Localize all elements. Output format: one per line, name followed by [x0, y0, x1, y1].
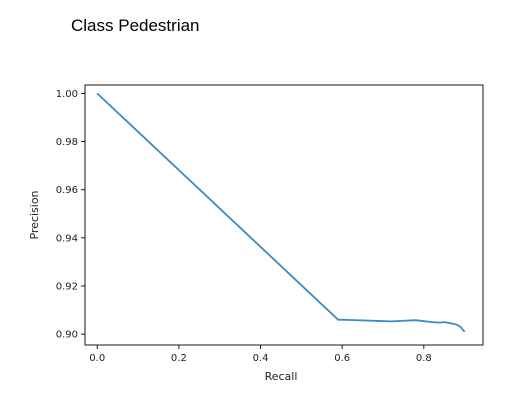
y-tick-label: 0.90 [56, 330, 78, 341]
y-axis-title: Precision [28, 190, 41, 239]
page-title: Class Pedestrian [71, 16, 200, 35]
y-tick-label: 0.96 [56, 185, 78, 196]
x-axis-title: Recall [265, 370, 298, 383]
precision-recall-line [96, 92, 466, 333]
y-tick-label: 1.00 [56, 89, 78, 100]
x-tick-label: 0.0 [89, 353, 105, 364]
y-tick-label: 0.98 [56, 137, 78, 148]
plot-area-frame [84, 84, 484, 346]
x-tick-label: 0.2 [171, 353, 187, 364]
x-tick-label: 0.4 [253, 353, 269, 364]
y-tick-label: 0.92 [56, 282, 78, 293]
y-axis-ticks: 0.90 0.92 0.94 0.96 0.98 1.00 [56, 89, 85, 341]
x-tick-label: 0.8 [416, 353, 432, 364]
y-tick-label: 0.94 [56, 233, 78, 244]
x-axis-ticks: 0.0 0.2 0.4 0.6 0.8 [89, 345, 432, 364]
x-tick-label: 0.6 [334, 353, 350, 364]
